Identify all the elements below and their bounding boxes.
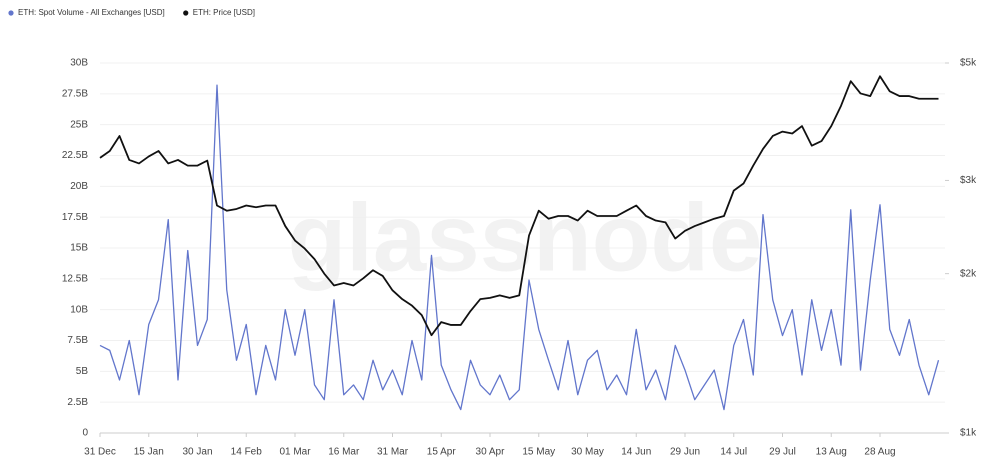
x-tick-label: 28 Aug	[864, 447, 895, 458]
x-tick-label: 29 Jun	[670, 447, 700, 458]
x-tick-label: 29 Jul	[769, 447, 796, 458]
x-tick-label: 01 Mar	[279, 447, 311, 458]
y-tick-label: 5B	[76, 366, 89, 377]
x-tick-label: 13 Aug	[816, 447, 847, 458]
x-tick-label: 14 Feb	[231, 447, 263, 458]
x-tick-label: 14 Jun	[621, 447, 651, 458]
y-tick-label: 2.5B	[67, 397, 88, 408]
x-tick-label: 31 Mar	[377, 447, 409, 458]
y-tick-label: 12.5B	[62, 273, 88, 284]
legend-marker	[8, 10, 14, 16]
y-tick-label: 0	[82, 428, 88, 439]
x-tick-label: 15 Apr	[427, 447, 457, 458]
series-line	[99, 84, 940, 411]
y2-tick-label: $3k	[960, 175, 977, 186]
y-tick-label: 10B	[70, 304, 88, 315]
x-tick-label: 30 May	[571, 447, 604, 458]
x-tick-label: 15 Jan	[134, 447, 164, 458]
y-tick-label: 20B	[70, 181, 88, 192]
x-tick-label: 30 Apr	[476, 447, 506, 458]
legend-label: ETH: Price [USD]	[193, 8, 255, 17]
x-tick-label: 14 Jul	[720, 447, 747, 458]
x-tick-label: 31 Dec	[84, 447, 116, 458]
x-tick-label: 15 May	[522, 447, 555, 458]
watermark: glassnode	[288, 184, 763, 291]
y-tick-label: 30B	[70, 58, 88, 69]
x-tick-label: 30 Jan	[182, 447, 212, 458]
series-line	[99, 75, 939, 337]
legend-marker	[183, 10, 189, 16]
y-tick-label: 17.5B	[62, 212, 88, 223]
y2-tick-label: $1k	[960, 428, 977, 439]
y-tick-label: 27.5B	[62, 88, 88, 99]
y-tick-label: 25B	[70, 119, 88, 130]
y2-tick-label: $2k	[960, 268, 977, 279]
x-tick-label: 16 Mar	[328, 447, 360, 458]
legend-label: ETH: Spot Volume - All Exchanges [USD]	[18, 8, 165, 17]
y-tick-label: 15B	[70, 243, 88, 254]
y-tick-label: 22.5B	[62, 150, 88, 161]
y2-tick-label: $5k	[960, 58, 977, 69]
y-tick-label: 7.5B	[67, 335, 88, 346]
